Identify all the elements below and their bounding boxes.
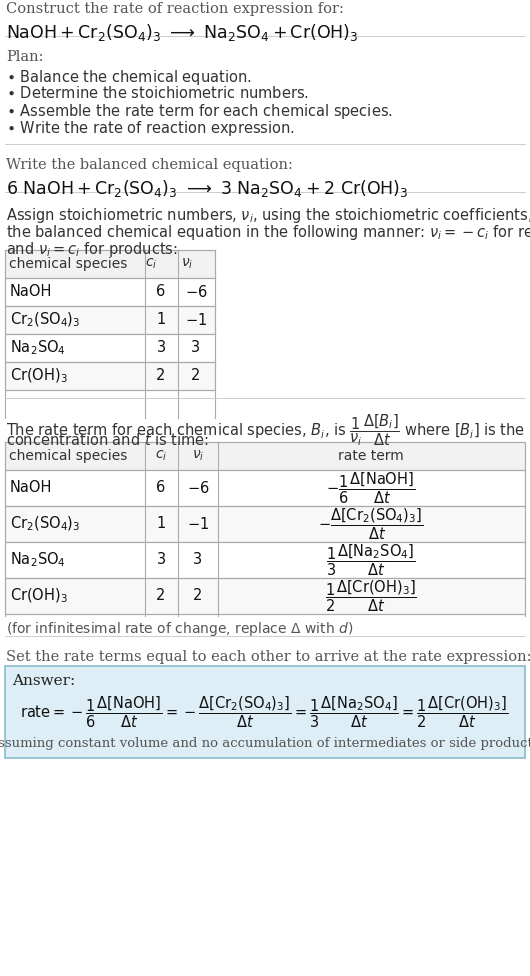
Text: $c_i$: $c_i$ xyxy=(155,449,167,464)
Text: 3: 3 xyxy=(156,552,165,567)
Text: 2: 2 xyxy=(193,589,202,603)
Text: 1: 1 xyxy=(156,516,165,532)
Text: 6: 6 xyxy=(156,284,165,300)
Text: Write the balanced chemical equation:: Write the balanced chemical equation: xyxy=(6,158,293,172)
Text: $\mathrm{Na_2SO_4}$: $\mathrm{Na_2SO_4}$ xyxy=(10,339,66,357)
Text: $-\dfrac{1}{6}\dfrac{\Delta[\mathrm{NaOH}]}{\Delta t}$: $-\dfrac{1}{6}\dfrac{\Delta[\mathrm{NaOH… xyxy=(326,470,416,506)
Text: 6: 6 xyxy=(156,480,165,496)
Text: $\bullet\ $Determine the stoichiometric numbers.: $\bullet\ $Determine the stoichiometric … xyxy=(6,85,309,101)
Text: $\mathrm{Cr_2(SO_4)_3}$: $\mathrm{Cr_2(SO_4)_3}$ xyxy=(10,514,81,533)
Text: Plan:: Plan: xyxy=(6,50,43,64)
FancyBboxPatch shape xyxy=(5,362,215,390)
Text: $\dfrac{1}{2}\dfrac{\Delta[\mathrm{Cr(OH)_3}]}{\Delta t}$: $\dfrac{1}{2}\dfrac{\Delta[\mathrm{Cr(OH… xyxy=(325,578,417,614)
Text: 3: 3 xyxy=(191,341,200,355)
Text: $-\dfrac{\Delta[\mathrm{Cr_2(SO_4)_3}]}{\Delta t}$: $-\dfrac{\Delta[\mathrm{Cr_2(SO_4)_3}]}{… xyxy=(319,507,423,542)
Text: $\nu_i$: $\nu_i$ xyxy=(181,257,193,271)
Text: $\bullet\ $Assemble the rate term for each chemical species.: $\bullet\ $Assemble the rate term for ea… xyxy=(6,102,393,121)
Text: 3: 3 xyxy=(156,341,165,355)
FancyBboxPatch shape xyxy=(5,506,525,542)
Text: (assuming constant volume and no accumulation of intermediates or side products): (assuming constant volume and no accumul… xyxy=(0,737,530,750)
Text: Answer:: Answer: xyxy=(12,674,75,688)
Text: The rate term for each chemical species, $B_i$, is $\dfrac{1}{\nu_i}\dfrac{\Delt: The rate term for each chemical species,… xyxy=(6,412,530,448)
Text: $-1$: $-1$ xyxy=(185,312,207,328)
Text: chemical species: chemical species xyxy=(9,449,127,463)
FancyBboxPatch shape xyxy=(5,666,525,758)
Text: 3: 3 xyxy=(193,552,202,567)
Text: 2: 2 xyxy=(191,369,201,384)
Text: the balanced chemical equation in the following manner: $\nu_i = -c_i$ for react: the balanced chemical equation in the fo… xyxy=(6,223,530,242)
Text: Assign stoichiometric numbers, $\nu_i$, using the stoichiometric coefficients, $: Assign stoichiometric numbers, $\nu_i$, … xyxy=(6,206,530,225)
Text: $\mathrm{NaOH + Cr_2(SO_4)_3 \ \longrightarrow \ Na_2SO_4 + Cr(OH)_3}$: $\mathrm{NaOH + Cr_2(SO_4)_3 \ \longrigh… xyxy=(6,22,358,43)
Text: $\mathrm{6\ NaOH + Cr_2(SO_4)_3 \ \longrightarrow \ 3\ Na_2SO_4 + 2\ Cr(OH)_3}$: $\mathrm{6\ NaOH + Cr_2(SO_4)_3 \ \longr… xyxy=(6,178,409,199)
FancyBboxPatch shape xyxy=(5,442,525,470)
Text: $\mathrm{Cr(OH)_3}$: $\mathrm{Cr(OH)_3}$ xyxy=(10,587,68,605)
Text: $\mathrm{Na_2SO_4}$: $\mathrm{Na_2SO_4}$ xyxy=(10,550,66,569)
Text: concentration and $t$ is time:: concentration and $t$ is time: xyxy=(6,432,209,448)
Text: $-1$: $-1$ xyxy=(187,516,209,532)
Text: and $\nu_i = c_i$ for products:: and $\nu_i = c_i$ for products: xyxy=(6,240,178,259)
Text: $c_i$: $c_i$ xyxy=(145,257,157,271)
Text: $\bullet\ $Write the rate of reaction expression.: $\bullet\ $Write the rate of reaction ex… xyxy=(6,119,295,138)
Text: rate term: rate term xyxy=(338,449,404,463)
Text: $\mathrm{Cr(OH)_3}$: $\mathrm{Cr(OH)_3}$ xyxy=(10,367,68,386)
Text: (for infinitesimal rate of change, replace $\Delta$ with $d$): (for infinitesimal rate of change, repla… xyxy=(6,620,354,638)
FancyBboxPatch shape xyxy=(5,578,525,614)
FancyBboxPatch shape xyxy=(5,334,215,362)
Text: Set the rate terms equal to each other to arrive at the rate expression:: Set the rate terms equal to each other t… xyxy=(6,650,530,664)
Text: NaOH: NaOH xyxy=(10,284,52,300)
Text: $-6$: $-6$ xyxy=(184,284,207,300)
FancyBboxPatch shape xyxy=(5,542,525,578)
Text: $-6$: $-6$ xyxy=(187,480,209,496)
Text: $\mathrm{rate} = -\dfrac{1}{6}\dfrac{\Delta[\mathrm{NaOH}]}{\Delta t} = -\dfrac{: $\mathrm{rate} = -\dfrac{1}{6}\dfrac{\De… xyxy=(20,694,508,729)
Text: $\dfrac{1}{3}\dfrac{\Delta[\mathrm{Na_2SO_4}]}{\Delta t}$: $\dfrac{1}{3}\dfrac{\Delta[\mathrm{Na_2S… xyxy=(326,543,416,578)
FancyBboxPatch shape xyxy=(5,278,215,306)
Text: $\bullet\ $Balance the chemical equation.: $\bullet\ $Balance the chemical equation… xyxy=(6,68,252,87)
Text: 2: 2 xyxy=(156,369,166,384)
Text: $\mathrm{Cr_2(SO_4)_3}$: $\mathrm{Cr_2(SO_4)_3}$ xyxy=(10,310,81,329)
Text: $\nu_i$: $\nu_i$ xyxy=(192,449,204,464)
FancyBboxPatch shape xyxy=(5,250,215,278)
Text: Construct the rate of reaction expression for:: Construct the rate of reaction expressio… xyxy=(6,2,344,16)
FancyBboxPatch shape xyxy=(5,470,525,506)
Text: NaOH: NaOH xyxy=(10,480,52,496)
Text: chemical species: chemical species xyxy=(9,257,127,271)
Text: 1: 1 xyxy=(156,312,165,328)
Text: 2: 2 xyxy=(156,589,166,603)
FancyBboxPatch shape xyxy=(5,306,215,334)
